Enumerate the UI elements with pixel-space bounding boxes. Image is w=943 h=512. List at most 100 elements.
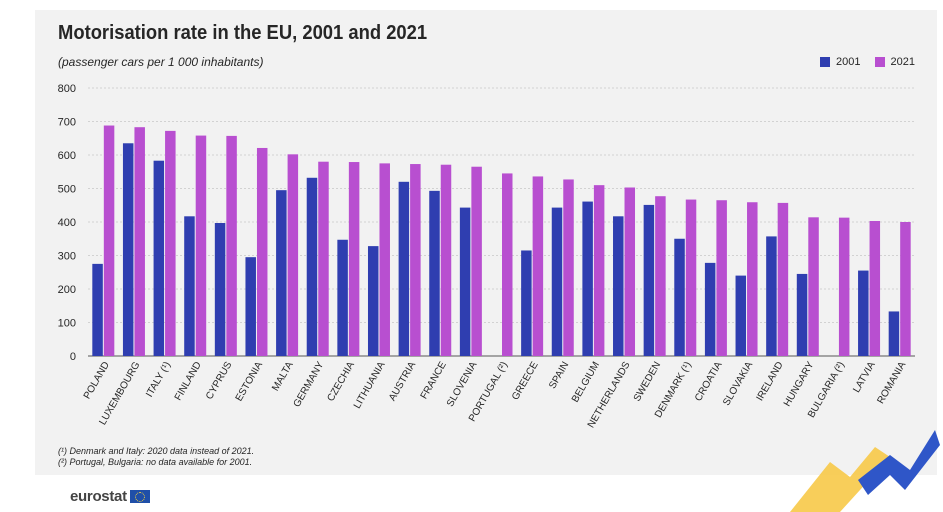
bar-2021 <box>410 164 421 356</box>
bar-2021 <box>440 164 452 356</box>
deco-blue-shape <box>858 430 940 495</box>
legend-item-2021: 2021 <box>874 56 915 68</box>
bar-2001 <box>643 204 655 356</box>
bar-2021 <box>379 163 390 356</box>
footnote-1: (¹) Denmark and Italy: 2020 data instead… <box>58 446 255 456</box>
legend-swatch-2001 <box>820 57 831 67</box>
logo-text: eurostat <box>70 488 127 505</box>
bar-2021 <box>655 196 666 356</box>
x-tick-label: CYPRUS <box>204 360 235 402</box>
x-tick-label: IRELAND <box>755 360 786 403</box>
bar-2001 <box>888 311 900 356</box>
bar-2021 <box>747 202 758 356</box>
bar-2001 <box>858 270 869 356</box>
x-tick-label: LATVIA <box>851 360 878 395</box>
bar-2001 <box>398 181 410 356</box>
y-tick-label: 100 <box>58 318 76 330</box>
bar-2001 <box>367 246 379 356</box>
gridlines <box>88 87 915 357</box>
bar-2021 <box>103 125 115 357</box>
bar-2001 <box>521 250 532 356</box>
bar-2001 <box>735 275 747 356</box>
x-tick-label: SLOVENIA <box>445 360 480 409</box>
decorative-chevron-icon <box>790 430 940 512</box>
footnotes: (¹) Denmark and Italy: 2020 data instead… <box>58 446 254 468</box>
bar-2021 <box>685 199 697 356</box>
y-axis-ticks: 0 100 200 300 400 500 600 700 800 <box>58 83 76 363</box>
bar-2021 <box>777 202 789 356</box>
x-tick-label: SLOVAKIA <box>721 360 755 408</box>
bar-2001 <box>214 223 226 356</box>
bar-2001 <box>153 160 165 356</box>
y-tick-label: 800 <box>58 83 76 95</box>
y-tick-label: 700 <box>58 117 76 129</box>
chart-subtitle: (passenger cars per 1 000 inhabitants) <box>58 55 264 69</box>
x-tick-label: HUNGARY <box>782 360 817 409</box>
y-tick-label: 500 <box>58 184 76 196</box>
y-tick-label: 0 <box>70 351 76 363</box>
legend-label-2021: 2021 <box>890 56 915 68</box>
bar-2001 <box>766 236 777 356</box>
bar-2021 <box>195 135 207 356</box>
eurostat-logo: eurostat <box>70 488 150 505</box>
bar-2021 <box>532 176 544 356</box>
x-tick-label: ITALY (¹) <box>144 360 173 399</box>
bar-2021 <box>165 130 176 356</box>
bar-2001 <box>306 177 318 356</box>
bar-2001 <box>245 257 256 356</box>
chart-legend: 2001 2021 <box>820 56 915 68</box>
x-tick-label: SPAIN <box>547 360 571 391</box>
chart-title: Motorisation rate in the EU, 2001 and 20… <box>58 22 428 44</box>
x-tick-label: AUSTRIA <box>387 360 418 403</box>
bar-2021 <box>134 127 145 356</box>
legend-label-2001: 2001 <box>836 56 861 68</box>
bar-2001 <box>92 263 103 356</box>
x-tick-label: CZECHIA <box>325 360 357 404</box>
bar-2021 <box>624 187 636 356</box>
bar-2021 <box>471 166 482 356</box>
x-tick-label: ROMANIA <box>875 360 908 406</box>
bar-2001 <box>674 238 685 356</box>
y-tick-label: 200 <box>58 284 76 296</box>
x-tick-label: FINLAND <box>173 360 204 403</box>
bar-2021 <box>256 147 268 356</box>
bar-2001 <box>122 143 134 356</box>
bar-2021 <box>869 220 881 356</box>
x-tick-label: SWEDEN <box>632 360 663 404</box>
y-tick-label: 300 <box>58 251 76 263</box>
eu-flag-icon <box>129 490 150 503</box>
x-tick-label: GERMANY <box>292 360 327 410</box>
bar-2001 <box>796 273 808 356</box>
x-tick-label: LITHUANIA <box>352 360 388 411</box>
bar-2021 <box>716 200 727 356</box>
legend-swatch-2021 <box>874 57 885 67</box>
bar-2001 <box>613 216 624 356</box>
bar-2021 <box>502 173 513 356</box>
x-tick-label: GREECE <box>510 360 541 402</box>
bar-2021 <box>808 217 819 356</box>
x-tick-label: ESTONIA <box>234 360 266 404</box>
bar-2001 <box>337 239 348 356</box>
bar-2021 <box>318 161 329 356</box>
bar-2001 <box>429 190 440 356</box>
bar-2021 <box>900 222 911 356</box>
footnote-2: (²) Portugal, Bulgaria: no data availabl… <box>58 457 253 467</box>
bar-2001 <box>551 207 563 356</box>
bar-2001 <box>276 190 287 356</box>
bar-2021 <box>287 154 299 356</box>
bar-2001 <box>184 216 195 356</box>
deco-yellow-shape <box>790 447 890 512</box>
bar-2021 <box>593 185 605 356</box>
x-tick-label: POLAND <box>82 360 112 401</box>
x-tick-label: CROATIA <box>693 360 725 404</box>
legend-item-2001: 2001 <box>820 56 861 68</box>
bar-2001 <box>582 201 593 356</box>
y-tick-label: 400 <box>58 217 76 229</box>
bar-2021 <box>563 179 574 356</box>
x-tick-label: BELGIUM <box>570 360 602 404</box>
bar-2021 <box>226 135 237 356</box>
bars <box>92 125 911 357</box>
x-tick-label: MALTA <box>270 360 296 393</box>
bar-2021 <box>838 217 850 356</box>
